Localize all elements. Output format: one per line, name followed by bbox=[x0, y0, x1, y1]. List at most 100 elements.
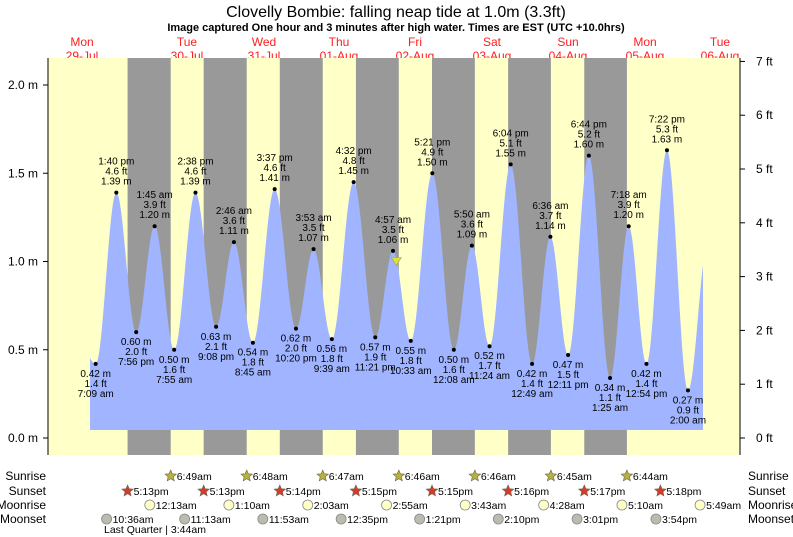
tide-extreme-label: 0.42 m bbox=[517, 369, 548, 380]
sunset-row-label: Sunset bbox=[9, 484, 47, 498]
sunset-time: 5:14pm bbox=[286, 486, 321, 498]
moonset-icon bbox=[414, 513, 426, 525]
tide-extreme-label: 1.5 ft bbox=[557, 370, 579, 381]
tide-point bbox=[664, 148, 669, 153]
tide-extreme-label: 1.39 m bbox=[180, 177, 211, 188]
tide-extreme-label: 0.62 m bbox=[281, 334, 312, 345]
sunset-icon bbox=[273, 484, 287, 497]
moonrise-time: 12:13am bbox=[156, 500, 197, 512]
tide-point bbox=[152, 224, 157, 229]
tide-extreme-label: 5:50 am bbox=[454, 210, 490, 221]
tide-extreme-label: 4.8 ft bbox=[343, 156, 365, 167]
tide-extreme-label: 3:37 pm bbox=[257, 153, 293, 164]
moonrise-time: 5:49am bbox=[706, 500, 741, 512]
tide-point bbox=[391, 248, 396, 253]
tide-extreme-label: 1.8 ft bbox=[400, 356, 422, 367]
moonset-row-label: Moonset bbox=[0, 512, 47, 526]
tide-extreme-label: 7:18 am bbox=[611, 190, 647, 201]
tide-extreme-label: 0.63 m bbox=[201, 332, 232, 343]
tide-point bbox=[685, 388, 690, 393]
tide-extreme-label: 3.7 ft bbox=[539, 211, 561, 222]
sunset-icon bbox=[121, 484, 135, 497]
tide-extreme-label: 1:40 pm bbox=[98, 157, 134, 168]
tide-point bbox=[566, 353, 571, 358]
moonset-time: 1:21pm bbox=[426, 514, 461, 526]
sunrise-icon bbox=[164, 469, 178, 482]
tide-point bbox=[586, 153, 591, 158]
tide-extreme-label: 0.52 m bbox=[474, 351, 505, 362]
y-tick-label: 2.0 m bbox=[8, 78, 38, 92]
tide-extreme-label: 1.8 ft bbox=[321, 354, 343, 365]
day-name-label: Sat bbox=[483, 35, 502, 49]
sunrise-icon bbox=[240, 469, 254, 482]
y2-tick-label: 2 ft bbox=[756, 323, 773, 337]
sunrise-icon bbox=[316, 469, 330, 482]
moonrise-icon bbox=[538, 499, 550, 511]
tide-extreme-label: 1.7 ft bbox=[478, 361, 500, 372]
tide-extreme-label: 1.4 ft bbox=[635, 379, 657, 390]
tide-extreme-label: 4.6 ft bbox=[105, 167, 127, 178]
sunrise-icon bbox=[620, 469, 634, 482]
tide-point bbox=[134, 330, 139, 335]
tide-extreme-label: 2:00 am bbox=[670, 415, 706, 426]
tide-extreme-label: 12:08 am bbox=[433, 375, 475, 386]
sunset-time: 5:15pm bbox=[362, 486, 397, 498]
moonrise-icon bbox=[144, 499, 156, 511]
moonset-time: 3:01pm bbox=[583, 514, 618, 526]
tide-extreme-label: 0.50 m bbox=[159, 355, 190, 366]
moonrise-row-label: Moonrise bbox=[0, 498, 46, 512]
tide-extreme-label: 9:08 pm bbox=[198, 352, 234, 363]
tide-extreme-label: 1.11 m bbox=[219, 226, 249, 237]
tide-extreme-label: 1.1 ft bbox=[599, 393, 621, 404]
tide-extreme-label: 12:49 am bbox=[511, 389, 553, 400]
tide-extreme-label: 5:21 pm bbox=[414, 137, 450, 148]
sunrise-row-label-right: Sunrise bbox=[748, 469, 789, 483]
sunrise-time: 6:49am bbox=[177, 471, 212, 483]
tide-extreme-label: 0.55 m bbox=[395, 346, 426, 357]
moonrise-icon bbox=[459, 499, 471, 511]
moonset-icon bbox=[492, 513, 504, 525]
tide-extreme-label: 1.06 m bbox=[378, 235, 409, 246]
tide-extreme-label: 1.60 m bbox=[574, 140, 605, 151]
day-name-label: Thu bbox=[329, 35, 350, 49]
sunset-icon bbox=[425, 484, 439, 497]
tide-extreme-label: 0.42 m bbox=[631, 369, 662, 380]
moon-phase-label: Last Quarter | 3:44am bbox=[104, 524, 206, 536]
tide-point bbox=[272, 187, 277, 192]
moonset-time: 3:54pm bbox=[662, 514, 697, 526]
tide-extreme-label: 4.9 ft bbox=[421, 147, 443, 158]
tide-area bbox=[90, 150, 703, 431]
tide-extreme-label: 3.9 ft bbox=[618, 200, 640, 211]
tide-point bbox=[114, 190, 119, 195]
sunset-icon bbox=[577, 484, 591, 497]
tide-extreme-label: 1.6 ft bbox=[443, 365, 465, 376]
tide-extreme-label: 4.6 ft bbox=[264, 163, 286, 174]
tide-extreme-label: 5.2 ft bbox=[578, 130, 600, 141]
tide-extreme-label: 12:54 pm bbox=[626, 389, 668, 400]
sunrise-icon bbox=[544, 469, 558, 482]
day-name-label: Tue bbox=[710, 35, 731, 49]
sunset-icon bbox=[501, 484, 515, 497]
sunrise-time: 6:45am bbox=[557, 471, 592, 483]
sunrise-row-label: Sunrise bbox=[5, 469, 46, 483]
tide-extreme-label: 0.54 m bbox=[238, 348, 269, 359]
tide-extreme-label: 2.1 ft bbox=[205, 342, 227, 353]
tide-extreme-label: 3:53 am bbox=[295, 213, 331, 224]
tide-extreme-label: 3.5 ft bbox=[302, 223, 324, 234]
tide-point bbox=[451, 347, 456, 352]
sunset-row-label-right: Sunset bbox=[748, 484, 786, 498]
tide-extreme-label: 8:45 am bbox=[235, 368, 271, 379]
moonset-time: 12:35pm bbox=[347, 514, 388, 526]
tide-point bbox=[250, 340, 255, 345]
tide-extreme-label: 1.4 ft bbox=[521, 379, 543, 390]
tide-point bbox=[311, 247, 316, 252]
tide-extreme-label: 1:25 am bbox=[592, 403, 628, 414]
moonset-icon bbox=[101, 513, 113, 525]
tide-extreme-label: 5.3 ft bbox=[656, 124, 678, 135]
moonset-time: 11:53am bbox=[269, 514, 309, 526]
tide-extreme-label: 10:20 pm bbox=[275, 354, 317, 365]
moonset-icon bbox=[571, 513, 583, 525]
tide-extreme-label: 1.8 ft bbox=[242, 358, 264, 369]
moonset-row-label-right: Moonset bbox=[748, 512, 793, 526]
